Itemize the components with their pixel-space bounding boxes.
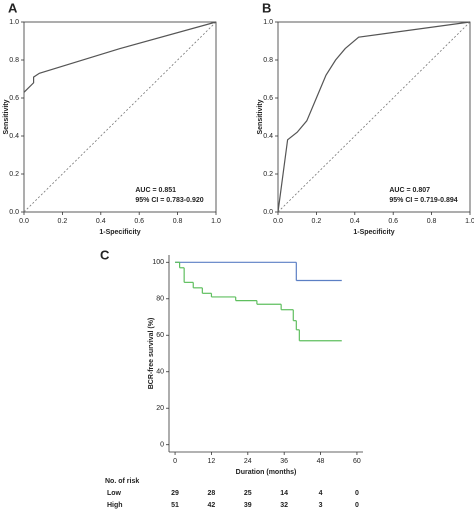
x-tick-label: 60 [353,458,361,465]
annotation: AUC = 0.851 [135,187,176,194]
x-tick-label: 0.0 [273,218,283,225]
y-axis-label: Sensitivity [3,99,10,134]
x-tick-label: 0.6 [388,218,398,225]
annotation: 95% CI = 0.783-0.920 [135,197,203,204]
risk-count: 51 [171,502,179,509]
x-axis-label: Duration (months) [236,469,297,476]
risk-table-title: No. of risk [105,478,139,485]
reference-line [23,21,217,213]
panel-label: B [262,0,271,15]
y-tick-label: 40 [156,369,164,376]
x-tick-label: 0.8 [173,218,183,225]
y-tick-label: 0.2 [263,171,273,178]
x-tick-label: 0.8 [427,218,437,225]
x-tick-label: 1.0 [211,218,221,225]
panel-label: A [8,0,18,15]
x-tick-label: 0.4 [96,218,106,225]
roc-curve [23,21,217,93]
x-tick-label: 12 [208,458,216,465]
risk-count: 14 [280,490,288,497]
risk-row-name: Low [107,490,122,497]
y-tick-label: 0.0 [263,209,273,216]
plot-frame [277,21,471,213]
y-tick-label: 0.8 [9,57,19,64]
annotation: 95% CI = 0.719-0.894 [389,197,457,204]
risk-count: 25 [244,490,252,497]
y-tick-label: 0 [160,442,164,449]
risk-count: 4 [319,490,323,497]
x-tick-label: 1.0 [465,218,474,225]
x-tick-label: 0.6 [134,218,144,225]
risk-count: 42 [208,502,216,509]
y-tick-label: 1.0 [263,19,273,26]
y-tick-label: 20 [156,405,164,412]
risk-count: 3 [319,502,323,509]
x-tick-label: 24 [244,458,252,465]
annotation: AUC = 0.807 [389,187,430,194]
x-tick-label: 0 [173,458,177,465]
y-tick-label: 100 [152,259,164,266]
y-tick-label: 0.4 [9,133,19,140]
risk-count: 32 [280,502,288,509]
x-tick-label: 0.2 [312,218,322,225]
x-tick-label: 0.4 [350,218,360,225]
y-tick-label: 0.2 [9,171,19,178]
panel-label: C [100,247,110,262]
risk-count: 29 [171,490,179,497]
risk-count: 0 [355,502,359,509]
x-tick-label: 0.2 [58,218,68,225]
reference-line [277,21,471,213]
y-tick-label: 0.4 [263,133,273,140]
y-tick-label: 80 [156,296,164,303]
plot-frame [23,21,217,213]
x-tick-label: 0.0 [19,218,29,225]
x-tick-label: 36 [280,458,288,465]
y-axis-label: Sensitivity [257,99,264,134]
risk-count: 39 [244,502,252,509]
y-tick-label: 0.6 [9,95,19,102]
y-tick-label: 0.8 [263,57,273,64]
risk-row-name: High [107,502,123,509]
risk-count: 28 [208,490,216,497]
y-tick-label: 0.0 [9,209,19,216]
y-tick-label: 0.6 [263,95,273,102]
y-axis-label: BCR-free survival (%) [148,318,155,390]
y-tick-label: 1.0 [9,19,19,26]
x-axis-label: 1-Specificity [353,229,394,236]
roc-curve [277,21,471,213]
x-tick-label: 48 [317,458,325,465]
x-axis-label: 1-Specificity [99,229,140,236]
y-tick-label: 60 [156,332,164,339]
risk-count: 0 [355,490,359,497]
